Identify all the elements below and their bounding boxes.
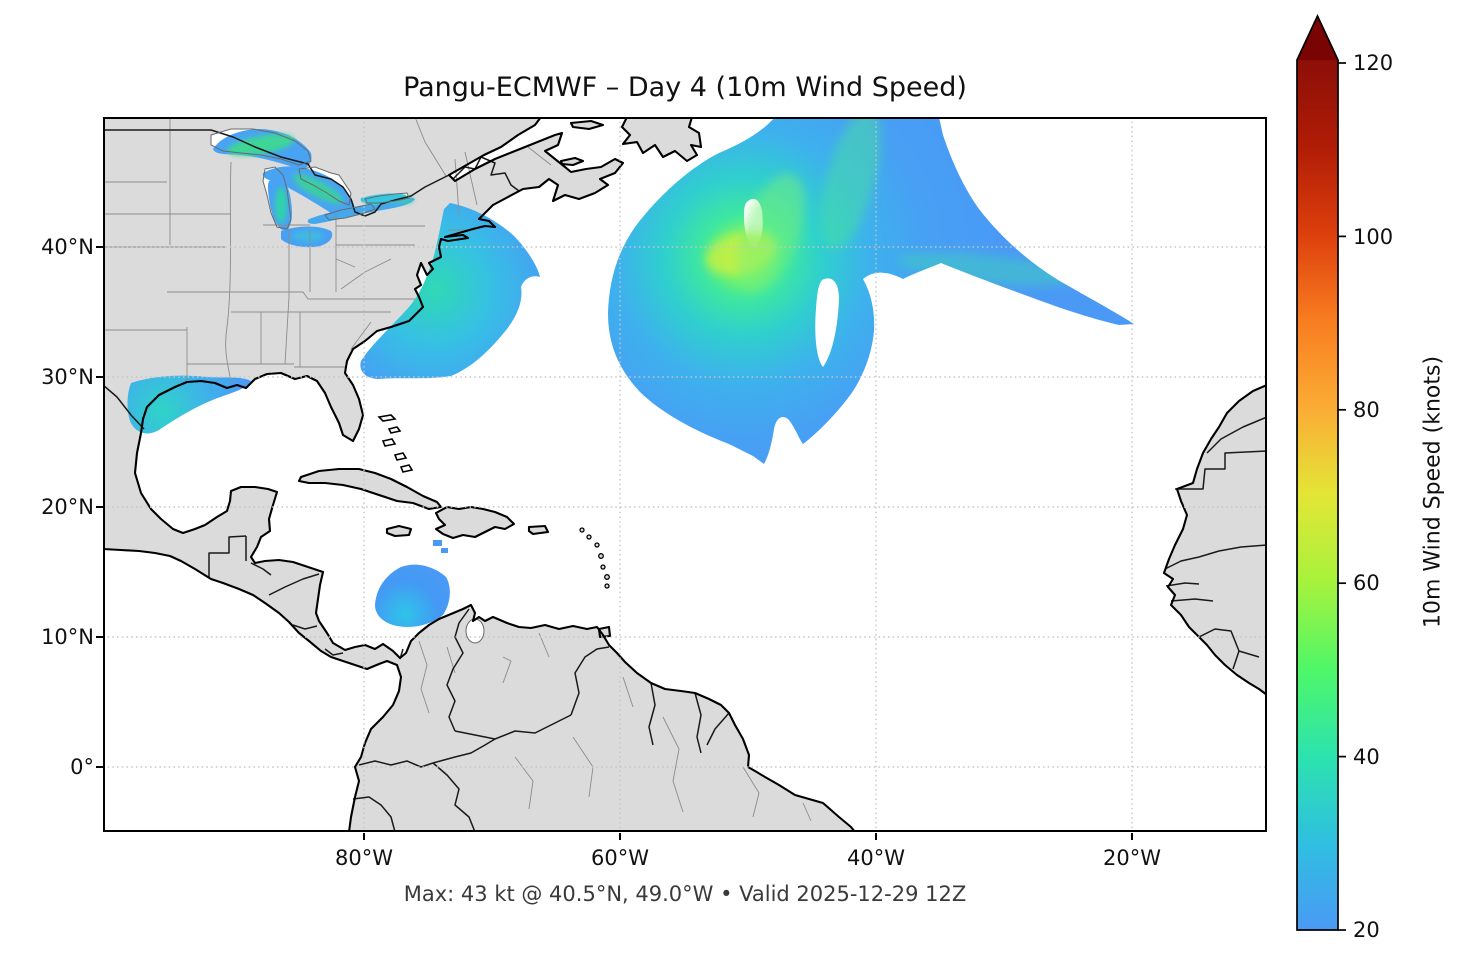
colorbar-axis-label: 10m Wind Speed (knots) (1420, 355, 1446, 629)
x-label-80w: 80°W (335, 846, 393, 870)
y-label-30n: 30°N (41, 365, 94, 389)
wind-region-east-coast (360, 203, 540, 379)
wind-field-overlay (127, 117, 1134, 627)
lake-outlines (210, 128, 485, 644)
wind-region-gulf-texas (127, 375, 251, 434)
y-tick-30n (96, 376, 103, 378)
colorbar-outline (1296, 13, 1339, 931)
caption: Max: 43 kt @ 40.5°N, 49.0°W • Valid 2025… (403, 882, 967, 906)
cbar-label-80: 80 (1353, 398, 1380, 422)
y-label-0: 0° (70, 755, 94, 779)
y-tick-40n (96, 246, 103, 248)
x-tick-80w (363, 833, 365, 840)
us-canada-border (103, 129, 450, 217)
cbar-label-40: 40 (1353, 745, 1380, 769)
y-tick-0 (96, 766, 103, 768)
us-mexico-border (103, 384, 145, 430)
plot-spine (103, 117, 1267, 832)
cbar-label-60: 60 (1353, 571, 1380, 595)
y-label-10n: 10°N (41, 625, 94, 649)
hispaniola (436, 507, 514, 538)
lesser-antilles (579, 527, 610, 589)
coastlines (103, 117, 1267, 832)
x-tick-60w (619, 833, 621, 840)
x-tick-40w (875, 833, 877, 840)
maine-border (452, 156, 520, 192)
x-label-60w: 60°W (591, 846, 649, 870)
page-title: Pangu-ECMWF – Day 4 (10m Wind Speed) (403, 72, 967, 103)
gridlines (103, 117, 1267, 832)
cbar-label-20: 20 (1353, 918, 1380, 942)
country-borders (103, 129, 1267, 832)
west-africa (1164, 385, 1267, 695)
x-label-40w: 40°W (847, 846, 905, 870)
y-tick-20n (96, 506, 103, 508)
wind-storm-core-highlights (705, 117, 1073, 293)
americas-landmass (103, 117, 855, 832)
x-label-20w: 20°W (1103, 846, 1161, 870)
map-plot (103, 117, 1267, 832)
y-label-40n: 40°N (41, 235, 94, 259)
wind-region-caribbean (375, 564, 450, 627)
y-label-20n: 20°N (41, 495, 94, 519)
wind-region-st-lawrence (360, 193, 406, 205)
wind-region-central-atlantic-cyclone (608, 117, 1134, 464)
colorbar-extend-arrow (1297, 16, 1338, 60)
cuba (299, 469, 441, 509)
colorbar-gradient (1297, 60, 1338, 930)
state-borders (103, 117, 812, 822)
x-tick-20w (1131, 833, 1133, 840)
colorbar-ticks (1338, 62, 1346, 931)
cbar-label-100: 100 (1353, 225, 1394, 249)
cbar-label-120: 120 (1353, 51, 1394, 75)
colorbar (1296, 13, 1346, 931)
y-tick-10n (96, 636, 103, 638)
small-islands (377, 414, 414, 473)
